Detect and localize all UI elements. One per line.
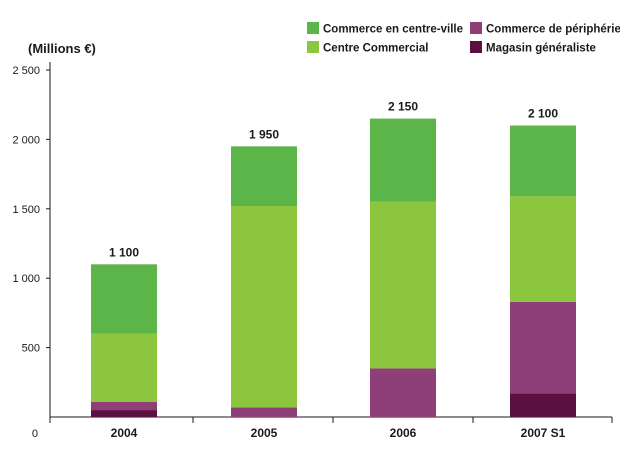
data-labels: 1 100 2004 1 950 2005 2 150 2006 2 100 2007 S1 bbox=[109, 100, 566, 440]
bar-segment bbox=[91, 401, 157, 411]
y-tick-label: 2 000 bbox=[12, 134, 40, 146]
bar-segment bbox=[370, 368, 436, 417]
bar-segment bbox=[510, 301, 576, 394]
bar-segment bbox=[91, 410, 157, 417]
bar-total-label: 2 100 bbox=[528, 107, 558, 121]
x-category-label: 2005 bbox=[251, 426, 278, 440]
y-tick-label: 500 bbox=[22, 343, 40, 355]
bar-segment bbox=[91, 333, 157, 402]
y-tick-label: 2 500 bbox=[12, 65, 40, 77]
bar-total-label: 2 150 bbox=[388, 100, 418, 114]
legend-label: Commerce de périphérie bbox=[486, 24, 620, 36]
bar-segment bbox=[510, 125, 576, 197]
bar-segment bbox=[370, 201, 436, 369]
bar-segment bbox=[231, 206, 297, 408]
bar-segment bbox=[370, 118, 436, 202]
bars bbox=[91, 118, 576, 417]
legend: Commerce en centre-ville Commerce de péri… bbox=[307, 22, 620, 55]
legend-swatch bbox=[470, 41, 482, 53]
legend-swatch bbox=[470, 22, 482, 34]
bar-segment bbox=[91, 264, 157, 334]
y-tick-label: 0 bbox=[32, 428, 38, 440]
bar-total-label: 1 100 bbox=[109, 245, 139, 259]
x-category-label: 2006 bbox=[390, 426, 417, 440]
legend-label: Magasin généraliste bbox=[486, 43, 596, 55]
legend-swatch bbox=[307, 22, 319, 34]
bar-segment bbox=[510, 393, 576, 417]
y-axis-unit-label: (Millions €) bbox=[28, 41, 96, 56]
bar-segment bbox=[231, 407, 297, 417]
bar-total-label: 1 950 bbox=[249, 127, 279, 141]
legend-swatch bbox=[307, 41, 319, 53]
bar-segment bbox=[510, 196, 576, 302]
x-category-label: 2007 S1 bbox=[521, 426, 566, 440]
bar-segment bbox=[231, 146, 297, 207]
legend-label: Commerce en centre-ville bbox=[323, 24, 463, 36]
x-category-label: 2004 bbox=[111, 426, 138, 440]
y-tick-label: 1 500 bbox=[12, 204, 40, 216]
legend-label: Centre Commercial bbox=[323, 43, 428, 55]
y-tick-label: 1 000 bbox=[12, 273, 40, 285]
